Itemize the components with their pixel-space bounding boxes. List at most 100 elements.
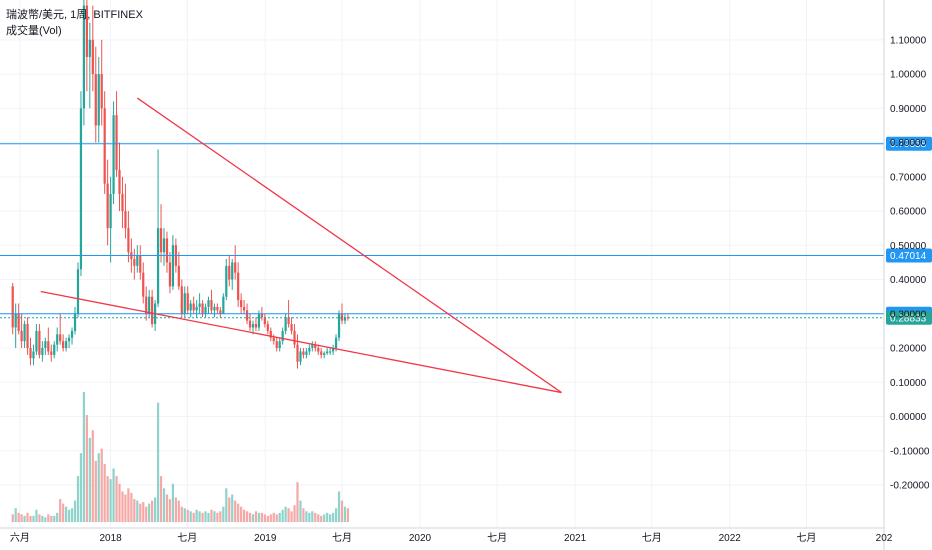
volume-bar — [35, 509, 38, 522]
price-tick-label: 1.10000 — [890, 35, 927, 46]
volume-indicator-title[interactable]: 成交量(Vol) — [6, 25, 62, 37]
candle-body — [159, 228, 163, 253]
volume-bar — [156, 402, 160, 522]
candle-body — [317, 348, 320, 352]
volume-bar — [266, 515, 269, 522]
time-tick-label: 202 — [876, 533, 893, 544]
price-tick-label: 0.70000 — [890, 172, 927, 183]
volume-bar — [11, 514, 14, 522]
volume-bar — [346, 508, 350, 522]
candle-body — [251, 324, 255, 328]
candle-body — [275, 341, 278, 349]
trendline — [136, 97, 562, 394]
price-line-tag — [886, 248, 932, 263]
volume-bar — [195, 509, 198, 522]
price-tick-label: 0.80000 — [890, 138, 927, 149]
volume-bar — [23, 515, 26, 522]
candle-body — [269, 330, 272, 338]
candle-body — [308, 348, 311, 352]
candle-body — [165, 238, 169, 263]
volume-bar — [254, 511, 258, 522]
candle-body — [210, 300, 213, 311]
volume-bar — [139, 503, 142, 522]
volume-bar — [171, 483, 175, 522]
candle-body — [171, 245, 175, 287]
volume-bar — [189, 511, 192, 522]
volume-bar — [213, 511, 216, 522]
volume-bar — [159, 476, 163, 522]
candle-body — [156, 228, 160, 304]
volume-bar — [26, 512, 29, 522]
time-tick-label: 2019 — [254, 533, 277, 544]
volume-bar — [38, 514, 41, 522]
candle-body — [82, 5, 86, 109]
time-tick-label: 2021 — [564, 533, 587, 544]
candle-body — [14, 313, 17, 328]
candle-body — [88, 39, 91, 57]
candle-body — [17, 313, 20, 331]
volume-bar — [94, 460, 97, 522]
volume-bar — [82, 392, 86, 522]
candle-body — [290, 324, 293, 331]
candle-body — [334, 337, 338, 349]
volume-bar — [326, 512, 329, 522]
volume-bar — [145, 506, 148, 522]
candle-body — [151, 296, 154, 325]
candle-body — [314, 344, 317, 349]
symbol-title[interactable]: 瑞波幣/美元, 1周, BITFINEX — [6, 9, 143, 21]
volume-bar — [242, 509, 246, 522]
candle-body — [53, 344, 56, 355]
volume-bar — [290, 511, 293, 522]
volume-bar — [323, 514, 326, 522]
candle-body — [109, 193, 112, 229]
candle-body — [121, 193, 124, 212]
candle-body — [222, 296, 225, 314]
candle-body — [195, 306, 198, 311]
candle-body — [326, 351, 329, 354]
volume-bar — [76, 476, 80, 522]
volume-bar — [115, 476, 118, 522]
time-tick-label: 2020 — [409, 533, 432, 544]
price-axis[interactable]: 1.10000 1.00000 0.90000 0.80000 0.70000 0.600… — [883, 0, 930, 550]
volume-bar — [44, 517, 47, 522]
price-tick-label: 0.90000 — [890, 104, 927, 115]
candle-body — [124, 211, 127, 229]
volume-bar — [299, 500, 302, 522]
candle-body — [32, 351, 35, 359]
price-tick-label: -0.10000 — [890, 446, 930, 457]
candle-body — [245, 310, 249, 321]
volume-bar — [142, 502, 145, 522]
volume-bar — [219, 511, 222, 522]
time-axis[interactable]: 六月 2018 七月 2019 七月 2020 七月 2021 七月 2022 七月 202 — [0, 527, 893, 544]
price-tick-label: 0.40000 — [890, 275, 927, 286]
candle-body — [201, 303, 204, 314]
candle-body — [260, 313, 264, 318]
candle-body — [148, 296, 151, 314]
volume-bar — [32, 515, 35, 522]
price-line-tag-label: 0.79658 — [890, 139, 927, 150]
volume-bar — [293, 505, 296, 522]
trendlines[interactable] — [40, 97, 562, 394]
volume-bar — [91, 430, 94, 522]
candle-body — [127, 228, 130, 253]
candle-body — [186, 293, 189, 311]
volume-bar — [269, 514, 272, 522]
price-tick-label: -0.20000 — [890, 481, 930, 492]
volume-bar — [234, 500, 237, 522]
volume-bar — [124, 494, 127, 522]
volume-bar — [263, 514, 266, 522]
candle-body — [257, 313, 261, 328]
volume-bar — [14, 508, 17, 522]
candle-body — [225, 265, 228, 297]
volume-bar — [231, 494, 234, 522]
volume-bar — [287, 508, 290, 522]
candle-body — [115, 115, 118, 170]
price-tick-label: 0.30000 — [890, 309, 927, 320]
volume-bar — [85, 414, 88, 522]
candle-body — [183, 293, 186, 314]
candle-body — [38, 330, 41, 355]
volume-bar — [79, 453, 83, 522]
